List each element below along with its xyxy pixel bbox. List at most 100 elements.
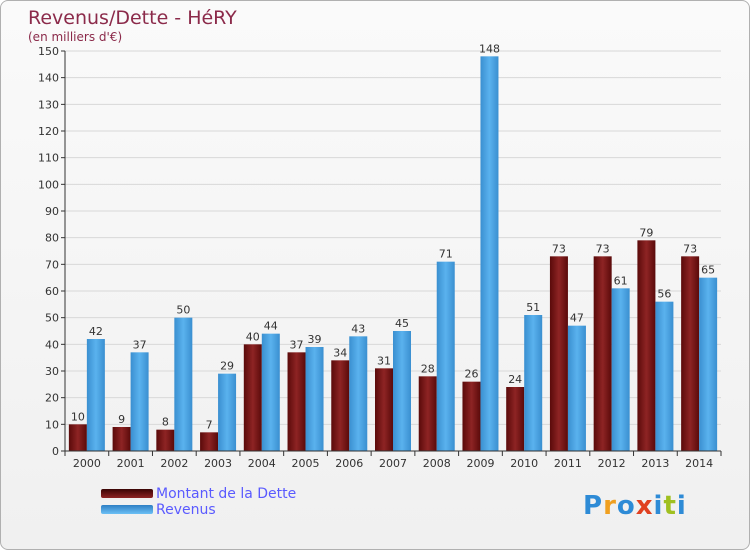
y-axis: 0 10 20 30 40 50 60 70 80 90 100 110 120 130 140 150 bbox=[38, 45, 66, 458]
value-label-dette-2012: 73 bbox=[596, 242, 610, 255]
bar-revenus-2008 bbox=[436, 261, 455, 451]
logo-letter: o bbox=[616, 491, 636, 521]
y-tick-label: 0 bbox=[52, 445, 59, 458]
bar-revenus-2001 bbox=[130, 352, 149, 451]
logo-letter: x bbox=[635, 491, 654, 521]
bar-dette-2012 bbox=[593, 256, 612, 451]
value-label-revenus-2010: 51 bbox=[526, 301, 540, 314]
logo-letter: i bbox=[653, 491, 664, 521]
bar-dette-2008 bbox=[418, 376, 437, 451]
bar-dette-2009 bbox=[462, 381, 481, 451]
value-label-revenus-2013: 56 bbox=[657, 288, 671, 301]
value-label-dette-2009: 26 bbox=[464, 368, 478, 381]
x-tick-label: 2003 bbox=[204, 457, 232, 470]
y-tick-label: 10 bbox=[45, 418, 59, 431]
value-label-revenus-2005: 39 bbox=[308, 333, 322, 346]
bar-dette-2002 bbox=[156, 429, 175, 451]
bar-dette-2000 bbox=[68, 424, 87, 451]
bar-revenus-2004 bbox=[261, 333, 280, 451]
bar-dette-2011 bbox=[549, 256, 568, 451]
y-tick-label: 140 bbox=[38, 72, 59, 85]
value-label-dette-2002: 8 bbox=[162, 416, 169, 429]
x-tick-label: 2010 bbox=[510, 457, 538, 470]
x-tick-label: 2013 bbox=[641, 457, 669, 470]
bar-dette-2004 bbox=[243, 344, 262, 451]
bar-revenus-2003 bbox=[218, 373, 237, 451]
x-tick-label: 2014 bbox=[685, 457, 713, 470]
y-tick-label: 30 bbox=[45, 365, 59, 378]
bar-dette-2001 bbox=[112, 427, 131, 451]
y-tick-label: 110 bbox=[38, 152, 59, 165]
bar-revenus-2010 bbox=[524, 315, 543, 451]
bar-dette-2014 bbox=[681, 256, 700, 451]
legend-swatch-dette bbox=[101, 489, 153, 498]
bar-revenus-2011 bbox=[567, 325, 586, 451]
value-label-dette-2010: 24 bbox=[508, 373, 522, 386]
logo-letter: P bbox=[583, 491, 604, 521]
value-label-revenus-2014: 65 bbox=[701, 264, 715, 277]
proxiti-logo: Proxiti bbox=[583, 491, 687, 521]
x-tick-label: 2007 bbox=[379, 457, 407, 470]
y-tick-label: 80 bbox=[45, 232, 59, 245]
value-label-revenus-2000: 42 bbox=[89, 325, 103, 338]
x-tick-label: 2005 bbox=[292, 457, 320, 470]
bar-revenus-2009 bbox=[480, 56, 499, 451]
bar-revenus-2000 bbox=[86, 339, 105, 451]
value-label-dette-2005: 37 bbox=[290, 338, 304, 351]
y-tick-label: 90 bbox=[45, 205, 59, 218]
value-label-revenus-2004: 44 bbox=[264, 320, 278, 333]
value-label-dette-2011: 73 bbox=[552, 242, 566, 255]
x-tick-label: 2012 bbox=[598, 457, 626, 470]
chart-subtitle: (en milliers d'€) bbox=[28, 30, 123, 44]
x-tick-label: 2004 bbox=[248, 457, 276, 470]
bar-dette-2013 bbox=[637, 240, 656, 451]
x-tick-label: 2001 bbox=[117, 457, 145, 470]
logo-letter: r bbox=[603, 491, 617, 521]
value-label-dette-2003: 7 bbox=[206, 418, 213, 431]
chart-title: Revenus/Dette - HéRY bbox=[28, 7, 237, 29]
bar-dette-2003 bbox=[200, 432, 219, 451]
x-tick-label: 2000 bbox=[73, 457, 101, 470]
bar-revenus-2005 bbox=[305, 347, 324, 451]
bar-revenus-2006 bbox=[349, 336, 368, 451]
bar-dette-2006 bbox=[331, 360, 350, 451]
bar-revenus-2013 bbox=[655, 301, 674, 451]
value-label-revenus-2007: 45 bbox=[395, 317, 409, 330]
value-label-revenus-2009: 148 bbox=[479, 42, 500, 55]
value-label-revenus-2003: 29 bbox=[220, 360, 234, 373]
value-label-dette-2000: 10 bbox=[71, 410, 85, 423]
legend-label-revenus: Revenus bbox=[156, 502, 216, 518]
x-tick-label: 2002 bbox=[160, 457, 188, 470]
value-label-dette-2008: 28 bbox=[421, 362, 435, 375]
x-tick-label: 2009 bbox=[466, 457, 494, 470]
bar-revenus-2012 bbox=[611, 288, 630, 451]
x-tick-label: 2006 bbox=[335, 457, 363, 470]
y-tick-label: 60 bbox=[45, 285, 59, 298]
y-tick-label: 20 bbox=[45, 392, 59, 405]
value-label-revenus-2011: 47 bbox=[570, 312, 584, 325]
bar-dette-2005 bbox=[287, 352, 306, 451]
legend-swatch-revenus bbox=[101, 505, 153, 514]
value-label-revenus-2002: 50 bbox=[176, 304, 190, 317]
logo-letter: i bbox=[676, 491, 687, 521]
value-label-dette-2006: 34 bbox=[333, 346, 347, 359]
x-axis: 2000 2001 2002 2003 2004 2005 2006 2007 2008 2009… bbox=[64, 450, 722, 470]
value-label-dette-2001: 9 bbox=[118, 413, 125, 426]
value-label-revenus-2012: 61 bbox=[614, 274, 628, 287]
bar-revenus-2014 bbox=[699, 277, 718, 451]
y-tick-label: 100 bbox=[38, 178, 59, 191]
x-tick-label: 2008 bbox=[423, 457, 451, 470]
x-tick-label: 2011 bbox=[554, 457, 582, 470]
y-tick-label: 50 bbox=[45, 312, 59, 325]
bar-dette-2007 bbox=[375, 368, 393, 451]
y-tick-label: 120 bbox=[38, 125, 59, 138]
value-label-dette-2013: 79 bbox=[639, 226, 653, 239]
value-label-revenus-2008: 71 bbox=[439, 248, 453, 261]
bars: 10 42 9 37 8 50 7 29 40 44 37 39 34 43 31 45 28 71 26 148 24… bbox=[68, 42, 718, 451]
legend-label-dette: Montant de la Dette bbox=[156, 486, 297, 502]
y-tick-label: 130 bbox=[38, 98, 59, 111]
y-tick-label: 150 bbox=[38, 45, 59, 58]
y-tick-label: 70 bbox=[45, 258, 59, 271]
value-label-dette-2014: 73 bbox=[683, 242, 697, 255]
